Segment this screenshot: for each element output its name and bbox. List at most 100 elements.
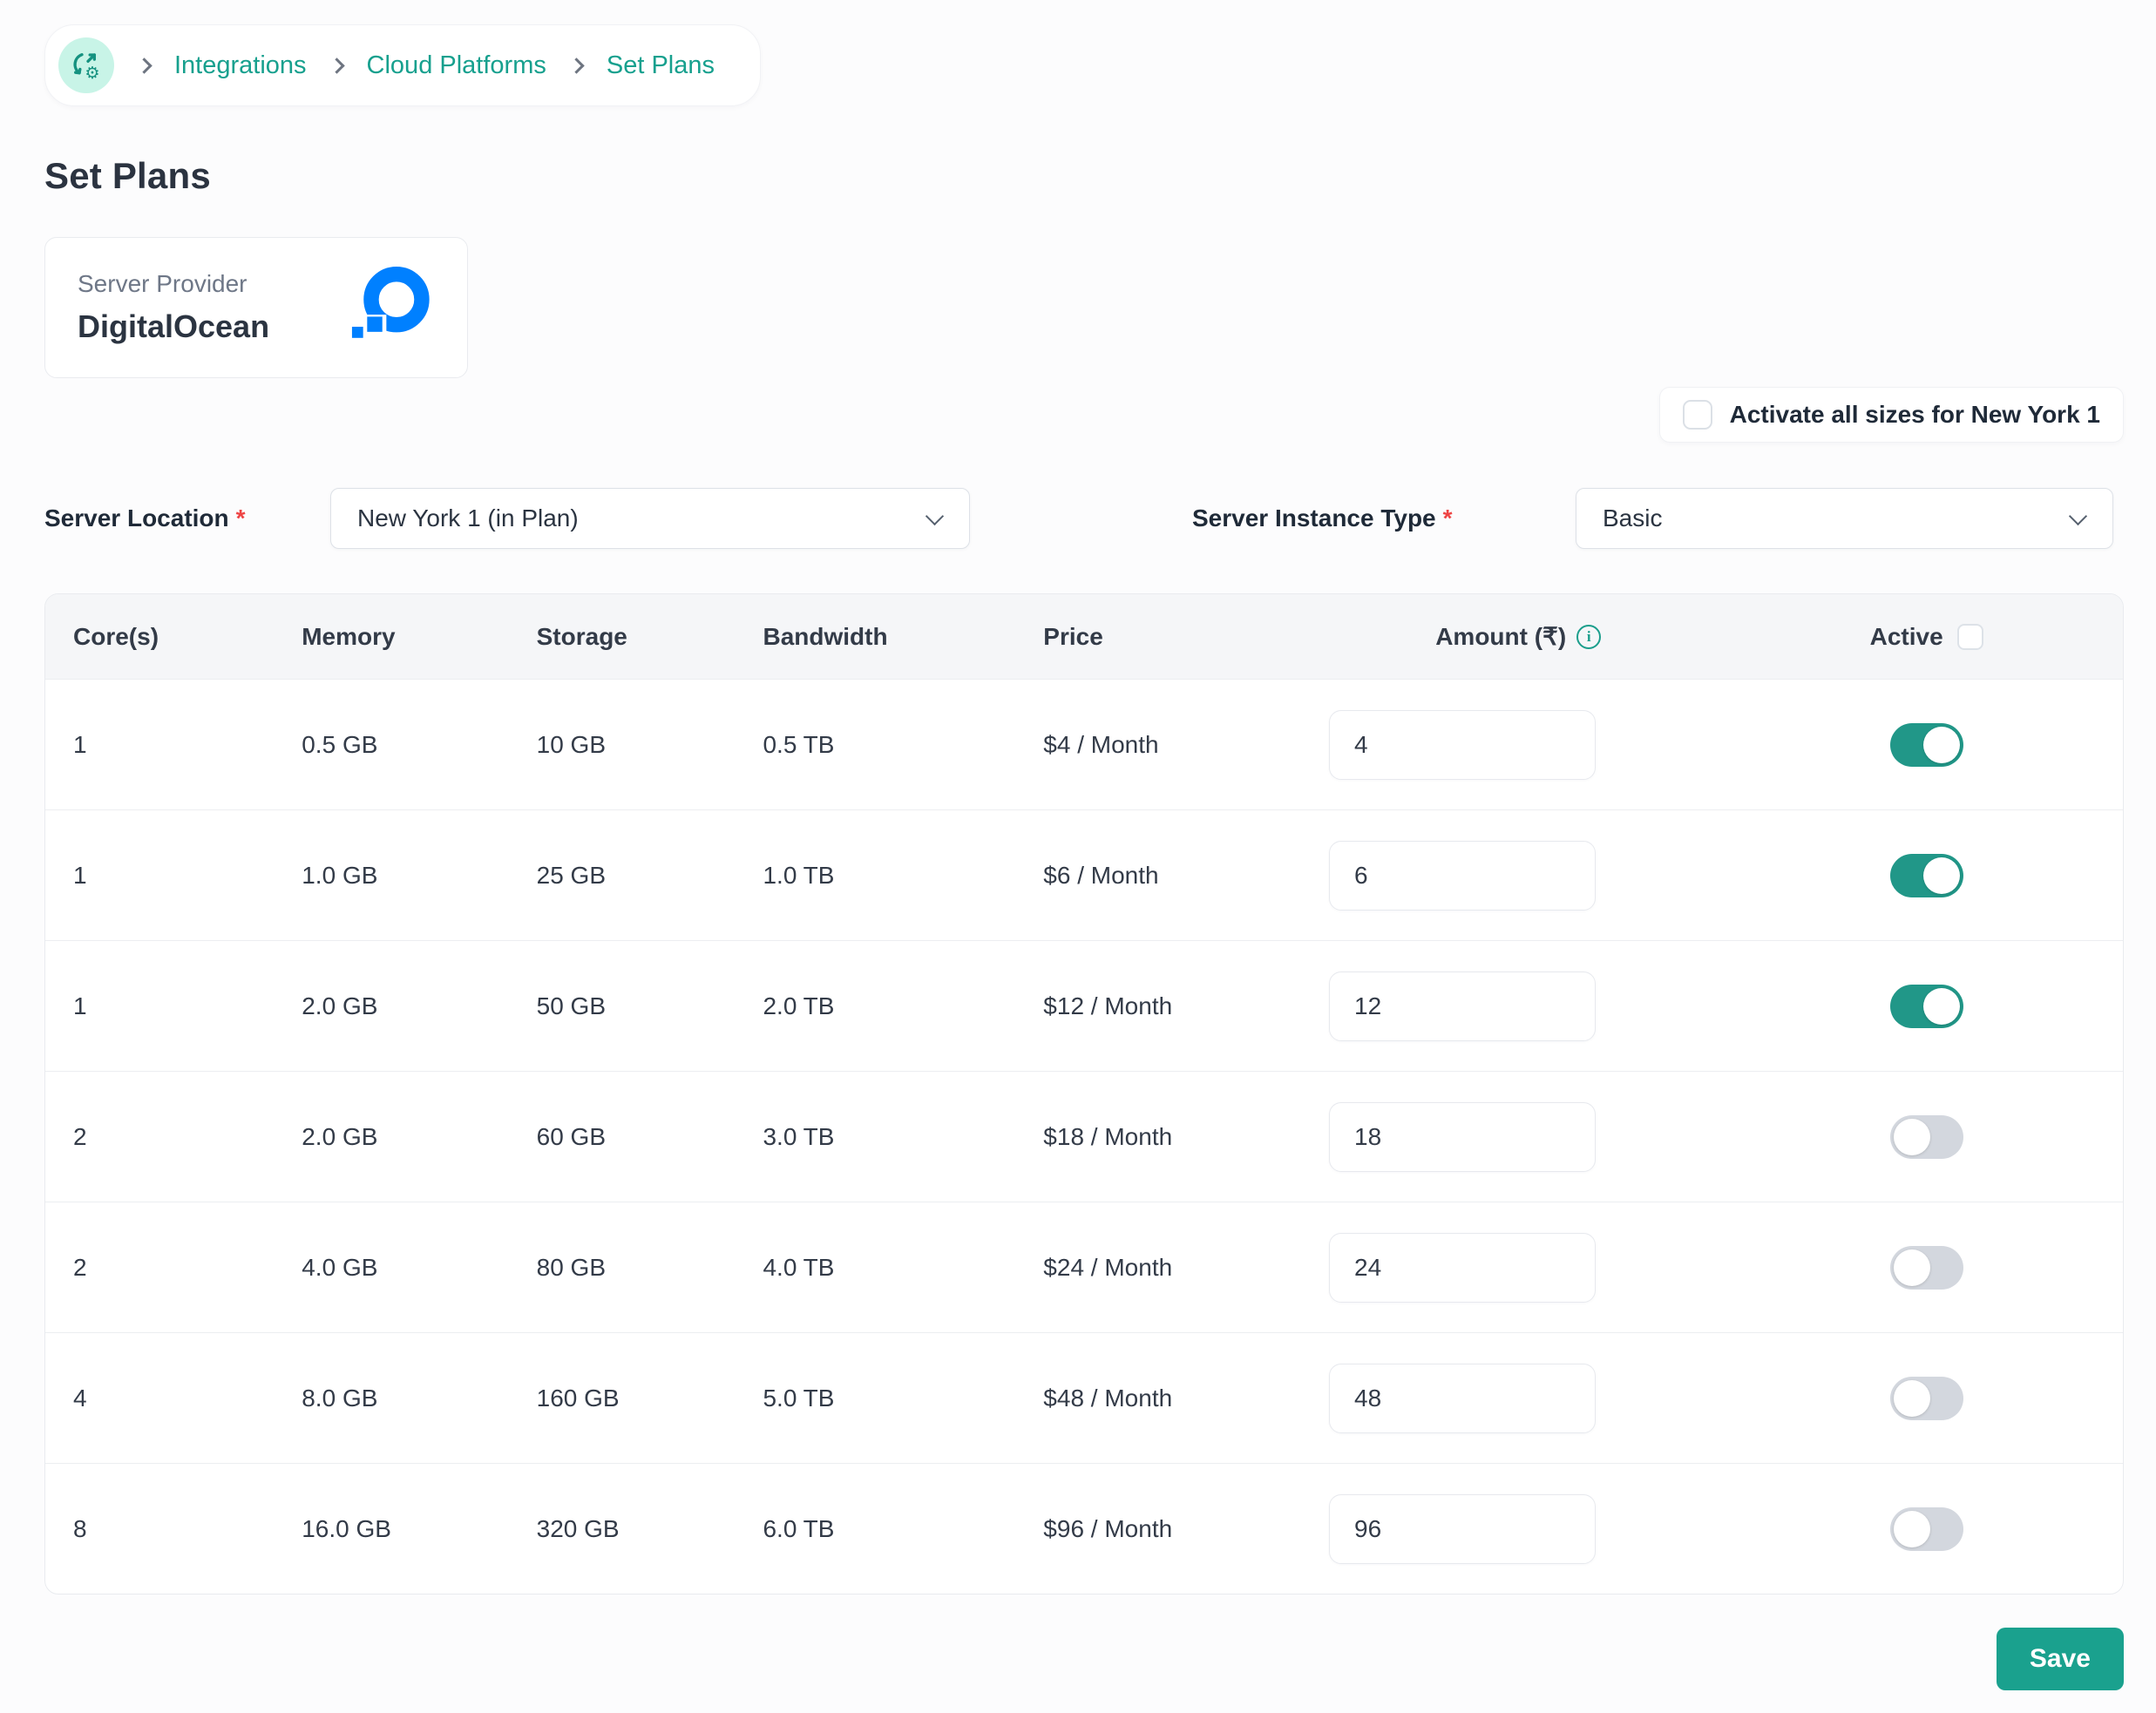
memory-cell: 0.5 GB xyxy=(302,730,378,758)
memory-cell: 16.0 GB xyxy=(302,1514,391,1542)
active-cell xyxy=(1730,1376,2123,1420)
required-asterisk: * xyxy=(1442,504,1453,532)
chevron-right-icon xyxy=(328,57,345,74)
memory-cell: 8.0 GB xyxy=(302,1384,378,1412)
header-cores: Core(s) xyxy=(73,622,159,650)
integration-badge: ⚙ xyxy=(58,37,114,93)
storage-cell: 160 GB xyxy=(536,1384,620,1412)
table-row: 4 8.0 GB 160 GB 5.0 TB $48 / Month xyxy=(45,1332,2123,1463)
sync-gear-icon: ⚙ xyxy=(73,53,100,83)
active-cell xyxy=(1730,1506,2123,1551)
cores-cell: 1 xyxy=(73,992,87,1019)
active-toggle[interactable] xyxy=(1889,853,1963,897)
table-row: 1 1.0 GB 25 GB 1.0 TB $6 / Month xyxy=(45,809,2123,940)
header-storage: Storage xyxy=(536,622,627,650)
breadcrumb-item-cloud-platforms[interactable]: Cloud Platforms xyxy=(366,51,546,79)
bandwidth-cell: 4.0 TB xyxy=(763,1253,835,1281)
server-location-value: New York 1 (in Plan) xyxy=(357,504,579,532)
chevron-right-icon xyxy=(568,57,585,74)
active-cell xyxy=(1730,1114,2123,1159)
active-cell xyxy=(1730,853,2123,897)
memory-cell: 2.0 GB xyxy=(302,1122,378,1150)
amount-input[interactable] xyxy=(1329,1493,1597,1564)
price-cell: $18 / Month xyxy=(1043,1122,1173,1150)
server-provider-card: Server Provider DigitalOcean xyxy=(44,237,468,378)
active-toggle[interactable] xyxy=(1889,1245,1963,1290)
active-toggle[interactable] xyxy=(1889,1114,1963,1159)
page-title: Set Plans xyxy=(44,155,211,196)
storage-cell: 80 GB xyxy=(536,1253,607,1281)
amount-input[interactable] xyxy=(1329,709,1597,780)
cores-cell: 2 xyxy=(73,1122,87,1150)
chevron-right-icon xyxy=(136,57,153,74)
active-toggle[interactable] xyxy=(1889,1376,1963,1420)
price-cell: $4 / Month xyxy=(1043,730,1159,758)
active-toggle[interactable] xyxy=(1889,984,1963,1028)
storage-cell: 320 GB xyxy=(536,1514,620,1542)
server-location-label: Server Location * xyxy=(44,504,246,532)
bandwidth-cell: 5.0 TB xyxy=(763,1384,835,1412)
cores-cell: 2 xyxy=(73,1253,87,1281)
header-active: Active xyxy=(1730,623,2123,651)
server-instance-type-select[interactable]: Basic xyxy=(1576,488,2113,549)
bandwidth-cell: 3.0 TB xyxy=(763,1122,835,1150)
svg-text:⚙: ⚙ xyxy=(85,63,99,83)
bandwidth-cell: 0.5 TB xyxy=(763,730,835,758)
cores-cell: 1 xyxy=(73,730,87,758)
amount-input[interactable] xyxy=(1329,840,1597,911)
toggle-slider xyxy=(1889,1506,1963,1551)
memory-cell: 2.0 GB xyxy=(302,992,378,1019)
storage-cell: 50 GB xyxy=(536,992,607,1019)
amount-cell xyxy=(1306,709,1730,780)
provider-label: Server Provider xyxy=(78,270,247,297)
toggle-slider xyxy=(1889,853,1963,897)
toggle-slider xyxy=(1889,1245,1963,1290)
active-cell xyxy=(1730,1245,2123,1290)
chevron-down-icon xyxy=(2068,506,2088,526)
amount-cell xyxy=(1306,971,1730,1041)
chevron-down-icon xyxy=(925,506,945,526)
amount-input[interactable] xyxy=(1329,1232,1597,1303)
active-toggle[interactable] xyxy=(1889,722,1963,767)
header-price: Price xyxy=(1043,622,1103,650)
table-row: 2 2.0 GB 60 GB 3.0 TB $18 / Month xyxy=(45,1071,2123,1202)
amount-input[interactable] xyxy=(1329,1363,1597,1433)
storage-cell: 10 GB xyxy=(536,730,607,758)
amount-input[interactable] xyxy=(1329,1101,1597,1172)
bandwidth-cell: 2.0 TB xyxy=(763,992,835,1019)
amount-cell xyxy=(1306,840,1730,911)
amount-cell xyxy=(1306,1363,1730,1433)
toggle-slider xyxy=(1889,984,1963,1028)
server-instance-type-value: Basic xyxy=(1603,504,1663,532)
header-bandwidth: Bandwidth xyxy=(763,622,888,650)
info-icon[interactable]: i xyxy=(1576,624,1602,649)
price-cell: $12 / Month xyxy=(1043,992,1173,1019)
amount-cell xyxy=(1306,1493,1730,1564)
price-cell: $48 / Month xyxy=(1043,1384,1173,1412)
active-all-header-checkbox[interactable] xyxy=(1956,623,1983,650)
amount-cell xyxy=(1306,1101,1730,1172)
breadcrumb-item-integrations[interactable]: Integrations xyxy=(174,51,307,79)
toggle-slider xyxy=(1889,1114,1963,1159)
digitalocean-logo-icon xyxy=(340,267,430,358)
activate-all-checkbox[interactable] xyxy=(1682,400,1712,430)
amount-input[interactable] xyxy=(1329,971,1597,1041)
activate-all-pill: Activate all sizes for New York 1 xyxy=(1658,387,2124,443)
breadcrumb-item-set-plans[interactable]: Set Plans xyxy=(606,51,715,79)
cores-cell: 4 xyxy=(73,1384,87,1412)
server-location-select[interactable]: New York 1 (in Plan) xyxy=(330,488,970,549)
save-button[interactable]: Save xyxy=(1996,1628,2124,1690)
table-row: 8 16.0 GB 320 GB 6.0 TB $96 / Month xyxy=(45,1463,2123,1594)
bandwidth-cell: 1.0 TB xyxy=(763,861,835,889)
price-cell: $24 / Month xyxy=(1043,1253,1173,1281)
price-cell: $6 / Month xyxy=(1043,861,1159,889)
header-memory: Memory xyxy=(302,622,396,650)
bandwidth-cell: 6.0 TB xyxy=(763,1514,835,1542)
active-toggle[interactable] xyxy=(1889,1506,1963,1551)
required-asterisk: * xyxy=(235,504,246,532)
breadcrumb: ⚙ Integrations Cloud Platforms Set Plans xyxy=(44,24,761,106)
amount-cell xyxy=(1306,1232,1730,1303)
table-row: 2 4.0 GB 80 GB 4.0 TB $24 / Month xyxy=(45,1202,2123,1332)
cores-cell: 1 xyxy=(73,861,87,889)
plans-table: Core(s) Memory Storage Bandwidth Price A… xyxy=(44,593,2124,1595)
